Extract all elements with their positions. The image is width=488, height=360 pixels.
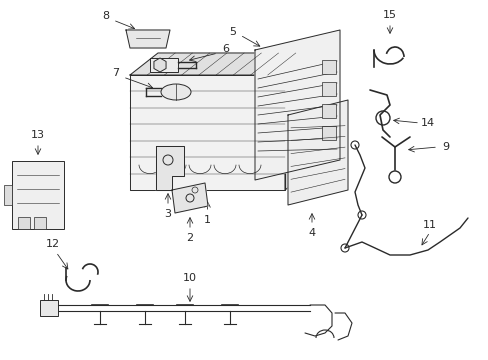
Text: 6: 6: [222, 44, 229, 54]
Bar: [321, 82, 335, 96]
Text: 15: 15: [382, 10, 396, 20]
Text: 3: 3: [164, 209, 171, 219]
Text: 11: 11: [422, 220, 436, 230]
Bar: [4, 185, 12, 205]
Polygon shape: [130, 75, 285, 190]
Bar: [321, 104, 335, 118]
Text: 14: 14: [420, 118, 434, 128]
Polygon shape: [126, 30, 170, 48]
Polygon shape: [130, 53, 312, 75]
Text: 13: 13: [31, 130, 45, 140]
Text: 10: 10: [183, 273, 197, 283]
Polygon shape: [172, 183, 207, 213]
Bar: [18, 217, 30, 229]
Bar: [150, 58, 178, 72]
Text: 8: 8: [102, 11, 109, 21]
Ellipse shape: [161, 84, 191, 100]
Polygon shape: [287, 100, 347, 205]
Text: 1: 1: [203, 215, 210, 225]
Bar: [321, 60, 335, 74]
Bar: [40, 300, 58, 316]
Text: 5: 5: [229, 27, 236, 37]
Polygon shape: [254, 30, 339, 180]
Text: 2: 2: [186, 233, 193, 243]
Text: 7: 7: [112, 68, 120, 78]
Bar: [12, 161, 64, 229]
Polygon shape: [156, 146, 183, 190]
Polygon shape: [285, 53, 312, 190]
Text: 12: 12: [46, 239, 60, 249]
Text: 4: 4: [308, 228, 315, 238]
Bar: [321, 126, 335, 140]
Text: 9: 9: [442, 142, 448, 152]
Bar: [34, 217, 46, 229]
